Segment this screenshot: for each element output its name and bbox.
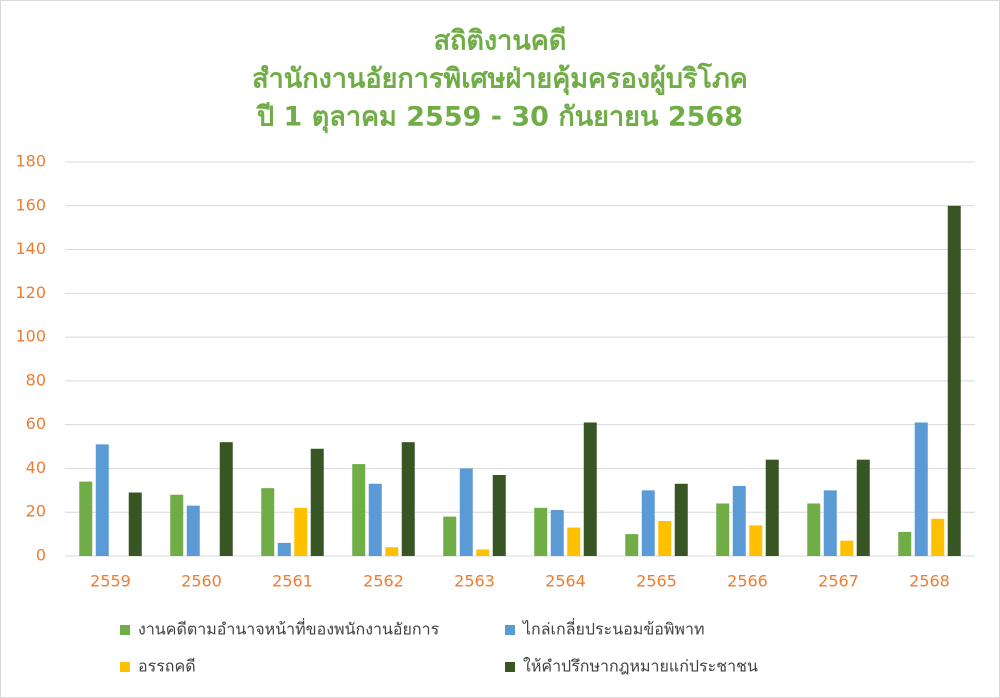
bar — [401, 442, 415, 556]
bar — [492, 475, 506, 556]
bar — [567, 527, 581, 556]
bar — [534, 507, 548, 556]
chart-title: สถิติงานคดี — [434, 26, 567, 57]
legend-label: ไกล่เกลี่ยประนอมข้อพิพาท — [521, 618, 704, 639]
legend-label: ให้คำปรึกษากฎหมายแก่ประชาชน — [523, 657, 758, 676]
bar — [625, 534, 639, 556]
y-tick-label: 80 — [26, 370, 46, 389]
bar — [641, 490, 655, 556]
x-tick-label: 2565 — [636, 572, 677, 591]
bar — [931, 518, 945, 556]
bar — [294, 507, 308, 556]
bar — [310, 448, 324, 556]
legend-label: งานคดีตามอำนาจหน้าที่ของพนักงานอัยการ — [138, 618, 440, 639]
y-tick-label: 0 — [36, 546, 46, 565]
y-tick-label: 60 — [26, 414, 46, 433]
bar — [476, 549, 490, 556]
bar — [765, 459, 779, 556]
bar — [583, 422, 597, 556]
bar — [261, 488, 275, 556]
x-tick-label: 2559 — [90, 572, 131, 591]
bar — [674, 483, 688, 556]
bar — [368, 483, 382, 556]
y-tick-label: 180 — [15, 152, 46, 171]
bar — [856, 459, 870, 556]
y-tick-label: 160 — [15, 195, 46, 214]
bar — [658, 520, 672, 556]
legend-swatch — [120, 662, 130, 672]
x-tick-label: 2564 — [545, 572, 586, 591]
bar — [823, 490, 837, 556]
bar — [732, 485, 746, 556]
bar — [898, 531, 912, 556]
bar — [352, 464, 366, 556]
chart-title: สำนักงานอัยการพิเศษฝ่ายคุ้มครองผู้บริโภค — [252, 62, 748, 96]
legend-swatch — [505, 662, 515, 672]
x-tick-label: 2562 — [363, 572, 404, 591]
x-tick-label: 2560 — [181, 572, 222, 591]
bar — [79, 481, 93, 556]
y-tick-label: 20 — [26, 502, 46, 521]
bar — [947, 205, 961, 556]
bar — [550, 510, 564, 556]
bar — [749, 525, 763, 556]
bar — [807, 503, 821, 556]
bar — [219, 442, 233, 556]
bar — [385, 547, 399, 556]
y-tick-label: 40 — [26, 458, 46, 477]
bar — [840, 540, 854, 556]
bar — [128, 492, 142, 556]
bar — [277, 542, 291, 556]
bar — [186, 505, 200, 556]
x-tick-label: 2563 — [454, 572, 495, 591]
legend-swatch — [120, 625, 130, 635]
bar — [95, 444, 109, 556]
bar — [443, 516, 457, 556]
x-tick-label: 2566 — [727, 572, 768, 591]
x-tick-label: 2561 — [272, 572, 313, 591]
legend-swatch — [505, 625, 515, 635]
bar — [716, 503, 730, 556]
bar — [459, 468, 473, 556]
x-tick-label: 2567 — [818, 572, 859, 591]
y-tick-label: 120 — [15, 283, 46, 302]
bar — [170, 494, 184, 556]
bar — [914, 422, 928, 556]
x-tick-label: 2568 — [909, 572, 950, 591]
chart-title: ปี 1 ตุลาคม 2559 - 30 กันยายน 2568 — [256, 102, 743, 134]
y-tick-label: 100 — [15, 327, 46, 346]
y-tick-label: 140 — [15, 239, 46, 258]
legend-label: อรรถคดี — [138, 657, 196, 676]
